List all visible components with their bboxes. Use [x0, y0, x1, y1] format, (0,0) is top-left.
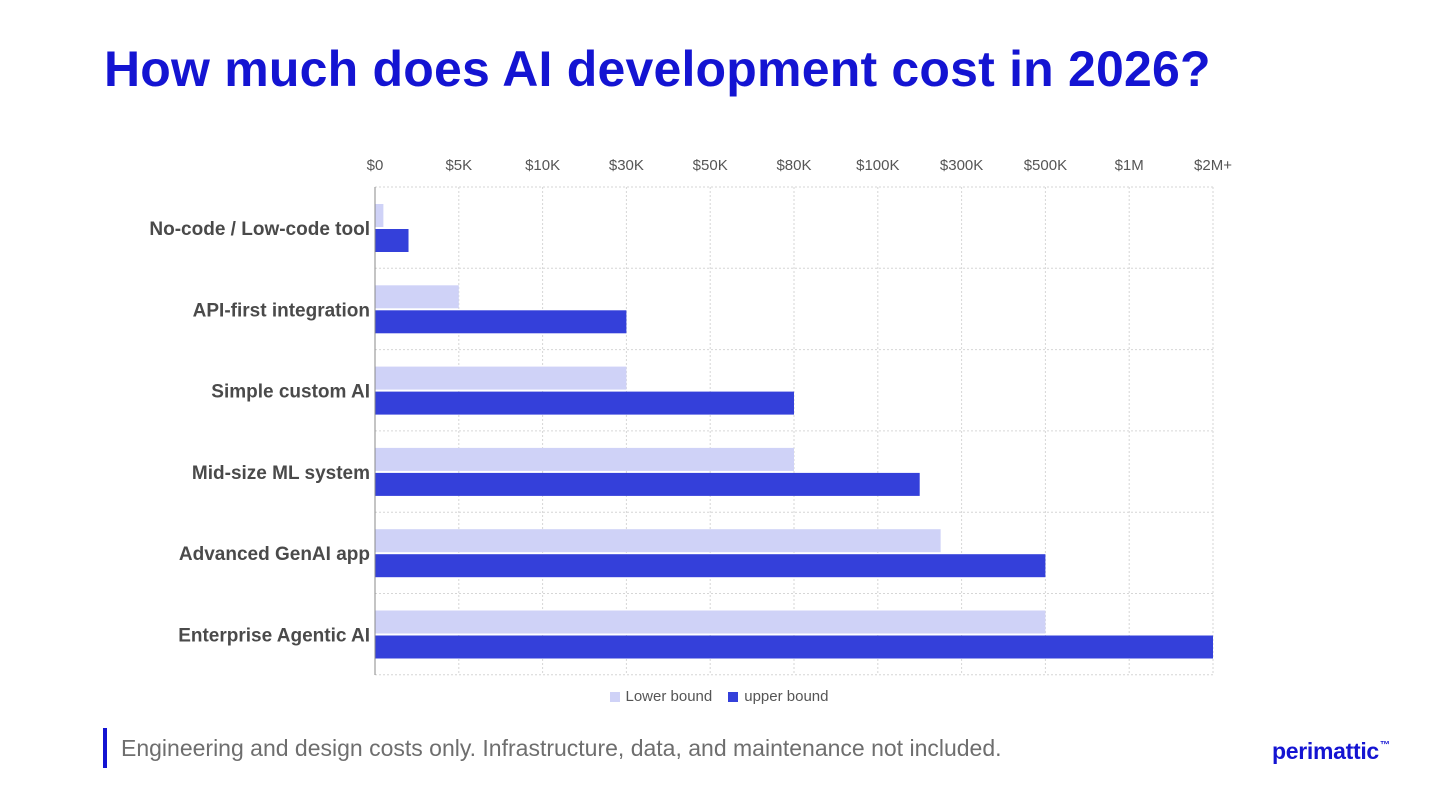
legend-item-lower: Lower bound — [609, 688, 713, 705]
category-label: Mid-size ML system — [192, 463, 370, 484]
bar-lower-bound — [375, 285, 459, 309]
legend-label-upper: upper bound — [744, 688, 829, 705]
bar-lower-bound — [375, 204, 384, 227]
trademark-mark: ™ — [1379, 740, 1390, 752]
category-label: API-first integration — [193, 300, 370, 321]
bar-lower-bound — [375, 610, 1046, 634]
x-tick-label: $30K — [609, 157, 644, 174]
legend-swatch-upper — [728, 691, 739, 702]
bar-lower-bound — [375, 447, 794, 471]
category-label: Simple custom AI — [211, 382, 370, 403]
legend-item-upper: upper bound — [728, 688, 828, 705]
bar-lower-bound — [375, 529, 941, 553]
x-tick-label: $10K — [525, 157, 560, 174]
bar-upper-bound — [375, 635, 1213, 659]
category-label: No-code / Low-code tool — [149, 219, 370, 240]
bar-upper-bound — [375, 310, 627, 334]
x-tick-label: $2M+ — [1194, 157, 1232, 174]
footnote: Engineering and design costs only. Infra… — [103, 728, 1002, 768]
footnote-text: Engineering and design costs only. Infra… — [121, 734, 1002, 761]
category-label: Advanced GenAI app — [179, 544, 370, 565]
x-tick-label: $300K — [940, 157, 983, 174]
x-axis-ticks: $0 $5K $10K $30K $50K $80K $100K $300K $500K $1M $… — [367, 157, 1233, 174]
x-tick-label: $50K — [693, 157, 728, 174]
bar-upper-bound — [375, 472, 920, 496]
chart-title: How much does AI development cost in 202… — [104, 41, 1211, 97]
legend-swatch-lower — [609, 691, 620, 702]
chart-bars — [375, 204, 1213, 659]
brand-logo: perimattic™ — [1272, 738, 1390, 765]
bar-upper-bound — [375, 554, 1046, 578]
y-axis-categories: No-code / Low-code tool API-first integra… — [149, 219, 370, 647]
x-tick-label: $80K — [776, 157, 811, 174]
x-tick-label: $0 — [367, 157, 384, 174]
x-tick-label: $100K — [856, 157, 899, 174]
x-tick-label: $5K — [445, 157, 472, 174]
x-tick-label: $500K — [1024, 157, 1067, 174]
chart-grid — [375, 186, 1214, 676]
bar-upper-bound — [375, 391, 794, 415]
legend: Lower bound upper bound — [0, 688, 1438, 705]
brand-logo-text: perimattic — [1272, 738, 1379, 764]
bar-upper-bound — [375, 229, 409, 252]
bar-lower-bound — [375, 366, 627, 390]
legend-label-lower: Lower bound — [625, 688, 713, 705]
x-tick-label: $1M — [1115, 157, 1144, 174]
category-label: Enterprise Agentic AI — [178, 626, 370, 647]
